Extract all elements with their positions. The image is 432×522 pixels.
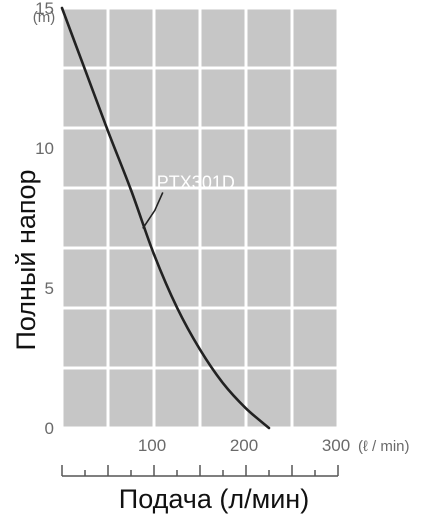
x-axis-label: Подача (л/мин): [119, 484, 309, 514]
y-tick-label: 5: [45, 279, 54, 298]
x-tick-label: 300: [322, 436, 350, 455]
x-tick-label: 100: [138, 436, 166, 455]
y-tick-label: 10: [35, 139, 54, 158]
y-unit-label: (m): [33, 9, 56, 26]
y-tick-label: 0: [45, 419, 54, 438]
x-tick-label: 200: [230, 436, 258, 455]
y-axis-label: Полный напор: [11, 169, 41, 350]
series-label: PTX301D: [157, 172, 235, 192]
x-scale-ticks: [62, 465, 338, 476]
x-unit-label: (ℓ / min): [358, 438, 410, 455]
